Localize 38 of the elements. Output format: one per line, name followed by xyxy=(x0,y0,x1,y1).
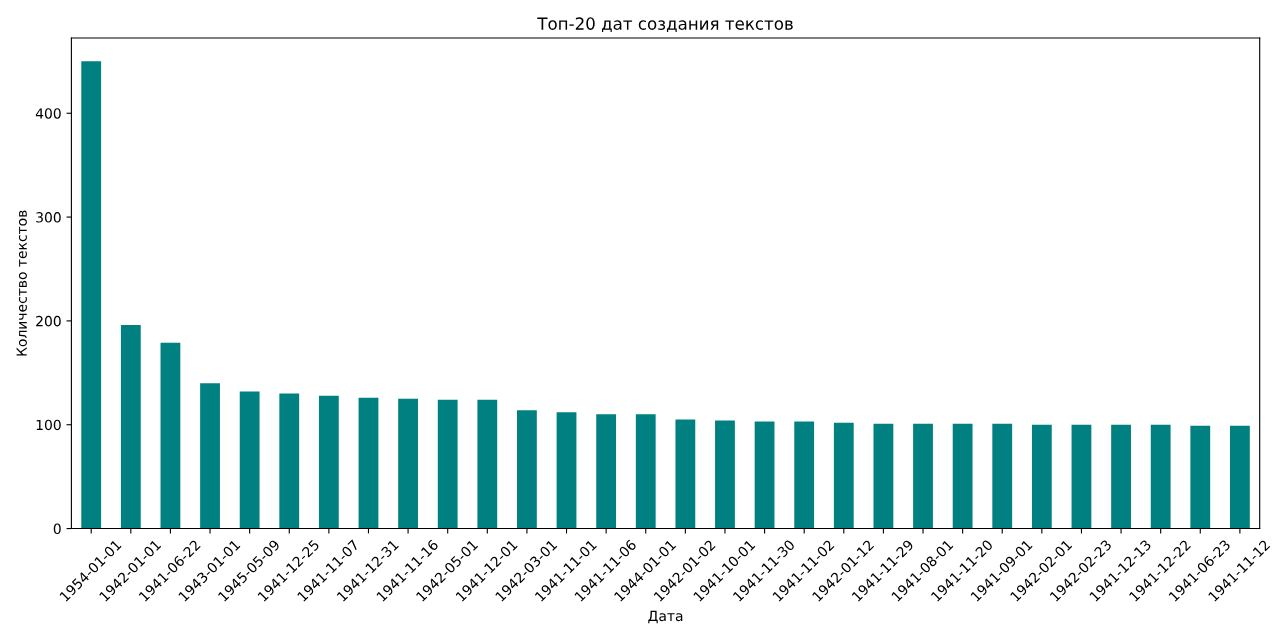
bar xyxy=(794,421,815,529)
y-tick-label: 300 xyxy=(36,212,61,223)
y-tick-label: 100 xyxy=(36,419,61,431)
bar xyxy=(81,61,102,529)
bar xyxy=(873,423,894,529)
y-tick-label: 200 xyxy=(36,315,61,327)
bar xyxy=(596,414,617,529)
bar xyxy=(635,414,656,529)
bar xyxy=(358,397,379,529)
bar xyxy=(1071,424,1092,529)
bar xyxy=(437,399,458,529)
bar xyxy=(992,423,1013,529)
bar xyxy=(913,423,933,529)
bar xyxy=(1150,424,1171,529)
bar xyxy=(675,419,696,529)
bar xyxy=(1031,424,1052,529)
bar xyxy=(279,393,300,529)
bar xyxy=(398,398,418,529)
bar xyxy=(120,325,141,529)
y-tick-label: 400 xyxy=(35,108,61,119)
y-tick-label: 0 xyxy=(53,523,61,535)
bar xyxy=(1229,425,1250,529)
bar xyxy=(754,421,775,529)
bar xyxy=(952,423,973,529)
bar xyxy=(833,422,854,529)
bar xyxy=(477,399,498,529)
bar xyxy=(715,420,735,529)
bar xyxy=(1111,424,1131,529)
y-axis-title: Количество текстов xyxy=(16,210,27,356)
bar xyxy=(556,412,577,529)
bar xyxy=(239,391,260,529)
x-axis-title: Дата xyxy=(648,610,683,624)
bar xyxy=(318,395,339,529)
chart-title: Топ-20 дат создания текстов xyxy=(537,17,793,32)
bar xyxy=(1190,425,1211,529)
bar xyxy=(160,342,181,529)
bar xyxy=(200,383,220,529)
bar xyxy=(517,410,537,529)
